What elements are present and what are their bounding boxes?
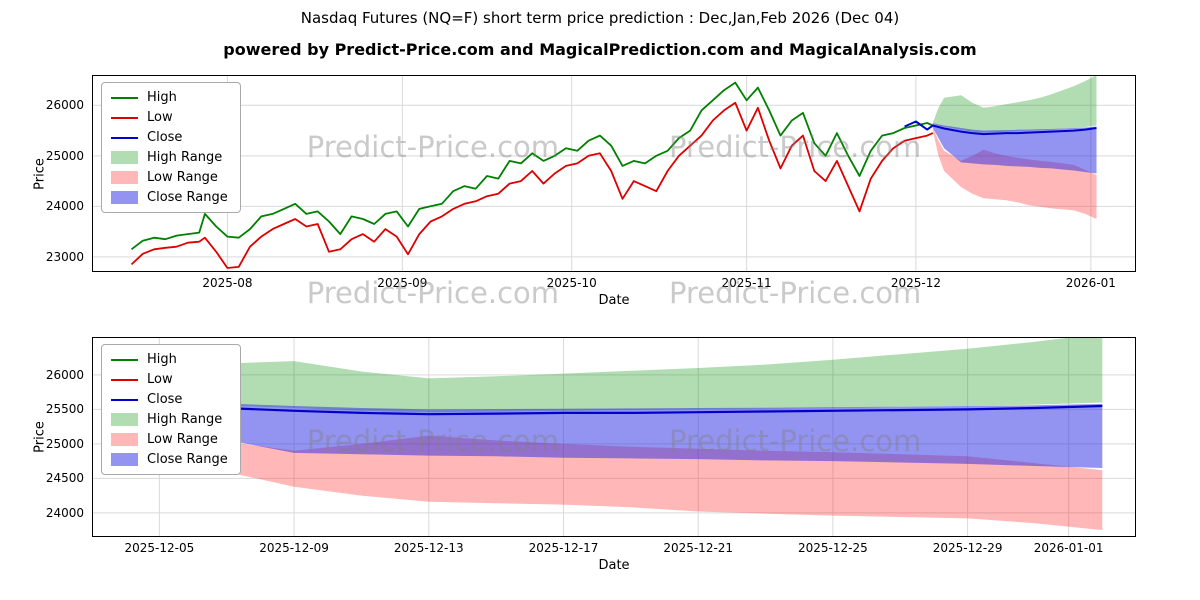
legend-item: Close — [111, 130, 228, 145]
legend-label: High Range — [147, 150, 223, 165]
chart-legend: High Low Close High Range Low Range Close Ran… — [101, 82, 241, 213]
price-prediction-chart: High Low Close High Range Low Range Close Ran… — [92, 337, 1136, 537]
x-tick-label: 2025-12-25 — [798, 541, 868, 555]
legend-label: Low Range — [147, 170, 218, 185]
chart-canvas — [92, 75, 1136, 272]
legend-label: Close — [147, 130, 183, 145]
legend-label: Low — [147, 372, 173, 387]
y-tick-label: 25000 — [45, 148, 84, 163]
page-title: Nasdaq Futures (NQ=F) short term price p… — [300, 9, 900, 27]
legend-label: High — [147, 352, 177, 367]
legend-patch-sample — [111, 413, 138, 426]
legend-line-sample — [111, 378, 138, 381]
y-axis-label: Price — [32, 157, 48, 190]
x-tick-label: 2025-12-29 — [932, 541, 1003, 555]
legend-line-sample — [111, 136, 138, 139]
legend-line-sample — [111, 358, 138, 361]
legend-label: Low Range — [147, 432, 218, 447]
x-tick-label: 2025-12-13 — [393, 541, 464, 555]
legend-patch-sample — [111, 191, 138, 204]
legend-item: Low — [111, 110, 228, 125]
price-history-chart: High Low Close High Range Low Range Close Ran… — [92, 75, 1136, 272]
watermark-text: Predict-Price.com — [669, 276, 922, 310]
legend-item: High — [111, 352, 228, 367]
legend-item: Low — [111, 372, 228, 387]
x-tick-label: 2025-08 — [202, 276, 253, 290]
x-tick-label: 2026-01 — [1065, 276, 1116, 290]
x-tick-label: 2025-12-21 — [663, 541, 734, 555]
y-tick-label: 26000 — [45, 98, 84, 113]
legend-label: High Range — [147, 412, 223, 427]
x-axis-label: Date — [598, 558, 630, 573]
legend-patch-sample — [111, 171, 138, 184]
legend-item: High Range — [111, 150, 228, 165]
x-tick-label: 2025-09 — [377, 276, 428, 290]
x-tick-label: 2025-12-09 — [259, 541, 329, 555]
y-axis-label: Price — [32, 421, 48, 453]
legend-item: Close Range — [111, 452, 228, 467]
legend-line-sample — [111, 116, 138, 119]
legend-item: High Range — [111, 412, 228, 427]
watermark-text: Predict-Price.com — [306, 276, 559, 310]
x-tick-label: 2026-01-01 — [1033, 541, 1104, 555]
legend-line-sample — [111, 398, 138, 401]
x-tick-label: 2025-11 — [721, 276, 772, 290]
legend-item: High — [111, 90, 228, 105]
legend-line-sample — [111, 96, 138, 99]
legend-item: Low Range — [111, 170, 228, 185]
legend-label: Close Range — [147, 452, 228, 467]
legend-item: Close — [111, 392, 228, 407]
y-tick-label: 26000 — [45, 367, 84, 382]
x-axis-label: Date — [598, 293, 630, 308]
x-tick-label: 2025-12-17 — [528, 541, 599, 555]
chart-canvas — [92, 337, 1136, 537]
y-tick-label: 24000 — [45, 505, 84, 520]
y-tick-label: 24000 — [45, 199, 84, 214]
chart-legend: High Low Close High Range Low Range Close Ran… — [101, 344, 241, 475]
legend-patch-sample — [111, 151, 138, 164]
x-tick-label: 2025-12-05 — [124, 541, 195, 555]
legend-item: Close Range — [111, 190, 228, 205]
page-subtitle: powered by Predict-Price.com and Magical… — [223, 40, 977, 59]
legend-patch-sample — [111, 453, 138, 466]
legend-label: High — [147, 90, 177, 105]
y-tick-label: 23000 — [45, 249, 84, 264]
y-tick-label: 24500 — [45, 471, 84, 486]
legend-label: Low — [147, 110, 173, 125]
legend-label: Close — [147, 392, 183, 407]
y-tick-label: 25500 — [45, 402, 84, 417]
x-tick-label: 2025-12 — [890, 276, 941, 290]
legend-label: Close Range — [147, 190, 228, 205]
y-tick-label: 25000 — [45, 436, 84, 451]
x-tick-label: 2025-10 — [546, 276, 597, 290]
legend-item: Low Range — [111, 432, 228, 447]
legend-patch-sample — [111, 433, 138, 446]
